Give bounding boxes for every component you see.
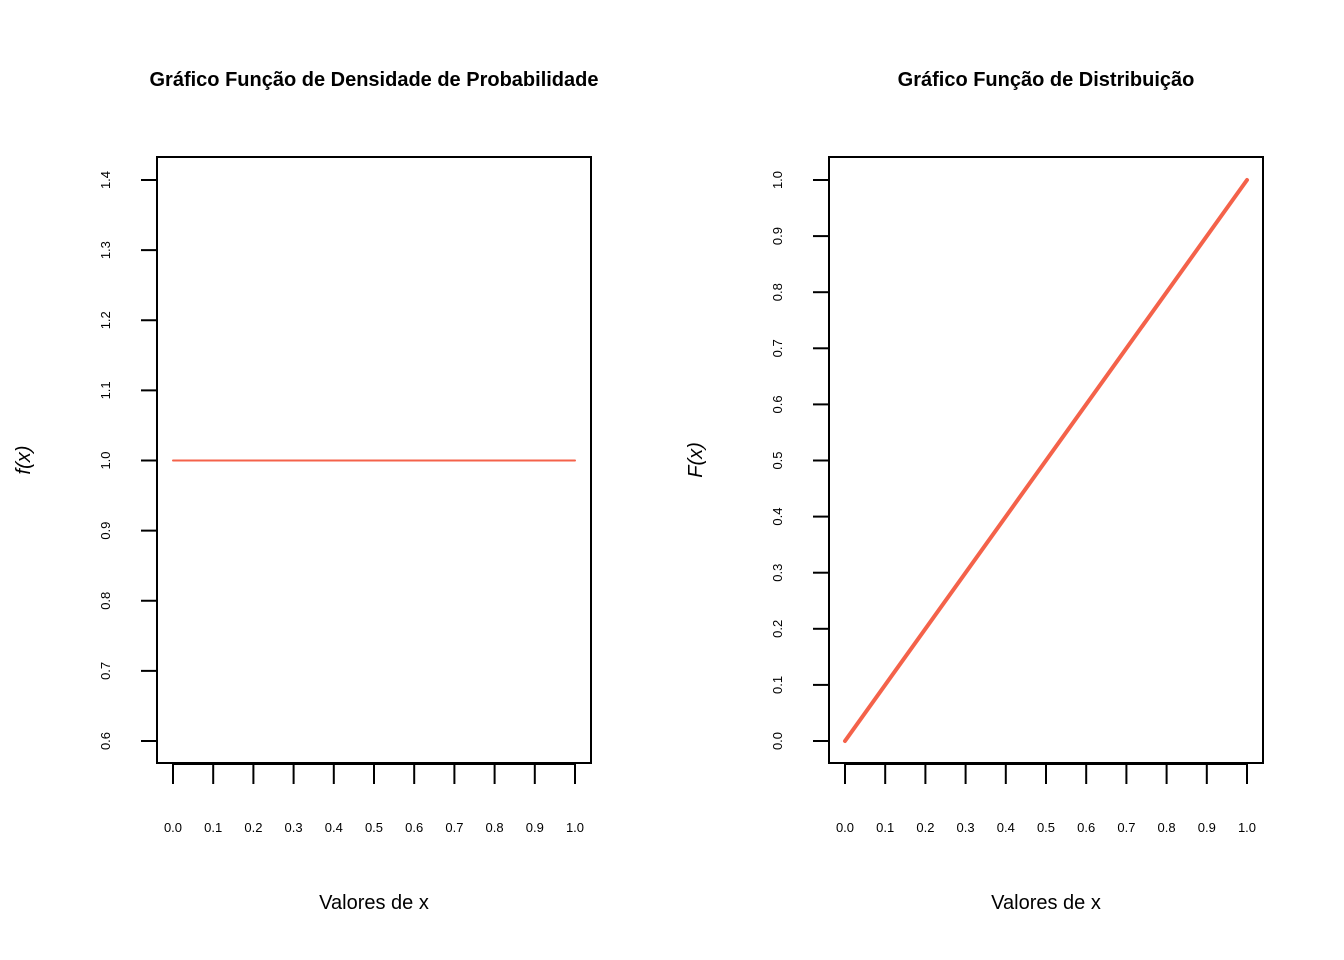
pdf-y-tick-label: 0.6 bbox=[98, 732, 113, 750]
cdf-y-axis-label: F(x) bbox=[685, 442, 707, 478]
cdf-x-tick-label: 0.0 bbox=[836, 820, 854, 835]
pdf-x-tick-label: 0.2 bbox=[244, 820, 262, 835]
cdf-x-tick-label: 1.0 bbox=[1238, 820, 1256, 835]
cdf-x-tick-label: 0.1 bbox=[876, 820, 894, 835]
cdf-y-tick-label: 0.6 bbox=[770, 395, 785, 413]
pdf-x-tick-label: 0.5 bbox=[365, 820, 383, 835]
pdf-x-tick-label: 0.6 bbox=[405, 820, 423, 835]
pdf-y-tick-label: 0.9 bbox=[98, 522, 113, 540]
pdf-y-tick-label: 0.8 bbox=[98, 592, 113, 610]
cdf-x-tick-label: 0.3 bbox=[957, 820, 975, 835]
cdf-y-tick-label: 0.4 bbox=[770, 508, 785, 526]
pdf-marks: 0.0 0.1 0.2 0.3 0.4 0.5 0.6 0.7 0.8 0.9 1.0 0.6 0.7 0… bbox=[98, 171, 584, 835]
cdf-y-tick-label: 0.9 bbox=[770, 227, 785, 245]
pdf-x-tick-label: 0.0 bbox=[164, 820, 182, 835]
cdf-y-tick-label: 0.5 bbox=[770, 451, 785, 469]
pdf-x-tick-label: 0.3 bbox=[285, 820, 303, 835]
cdf-series-line bbox=[843, 178, 1249, 743]
cdf-y-tick-label: 0.3 bbox=[770, 564, 785, 582]
pdf-x-axis-label: Valores de x bbox=[319, 892, 429, 914]
cdf-x-tick-label: 0.9 bbox=[1198, 820, 1216, 835]
pdf-chart: Gráfico Função de Densidade de Probabili… bbox=[13, 69, 598, 914]
pdf-chart-title: Gráfico Função de Densidade de Probabili… bbox=[150, 69, 599, 91]
cdf-x-axis-label: Valores de x bbox=[991, 892, 1101, 914]
pdf-x-tick-label: 0.9 bbox=[526, 820, 544, 835]
pdf-y-tick-label: 1.4 bbox=[98, 171, 113, 189]
cdf-x-tick-label: 0.6 bbox=[1077, 820, 1095, 835]
cdf-chart: Gráfico Função de Distribuição Valores d… bbox=[685, 69, 1264, 914]
pdf-y-tick-label: 1.1 bbox=[98, 381, 113, 399]
cdf-x-tick-label: 0.7 bbox=[1117, 820, 1135, 835]
pdf-y-tick-label: 0.7 bbox=[98, 662, 113, 680]
pdf-y-axis-label: f(x) bbox=[13, 446, 35, 475]
cdf-x-tick-label: 0.2 bbox=[916, 820, 934, 835]
cdf-marks: 0.0 0.1 0.2 0.3 0.4 0.5 0.6 0.7 0.8 0.9 1.0 0.0 0.1 0… bbox=[770, 171, 1256, 835]
cdf-chart-title: Gráfico Função de Distribuição bbox=[898, 69, 1195, 91]
cdf-y-tick-label: 1.0 bbox=[770, 171, 785, 189]
pdf-x-tick-label: 1.0 bbox=[566, 820, 584, 835]
cdf-x-tick-label: 0.8 bbox=[1158, 820, 1176, 835]
pdf-x-tick-label: 0.1 bbox=[204, 820, 222, 835]
cdf-y-tick-label: 0.8 bbox=[770, 283, 785, 301]
cdf-x-tick-label: 0.4 bbox=[997, 820, 1015, 835]
pdf-x-tick-label: 0.4 bbox=[325, 820, 343, 835]
cdf-x-tick-label: 0.5 bbox=[1037, 820, 1055, 835]
pdf-y-tick-label: 1.0 bbox=[98, 451, 113, 469]
cdf-y-tick-label: 0.1 bbox=[770, 676, 785, 694]
pdf-x-tick-label: 0.7 bbox=[445, 820, 463, 835]
pdf-y-tick-label: 1.3 bbox=[98, 241, 113, 259]
cdf-y-tick-label: 0.0 bbox=[770, 732, 785, 750]
pdf-y-tick-label: 1.2 bbox=[98, 311, 113, 329]
pdf-x-tick-label: 0.8 bbox=[486, 820, 504, 835]
cdf-y-tick-label: 0.7 bbox=[770, 339, 785, 357]
cdf-y-tick-label: 0.2 bbox=[770, 620, 785, 638]
